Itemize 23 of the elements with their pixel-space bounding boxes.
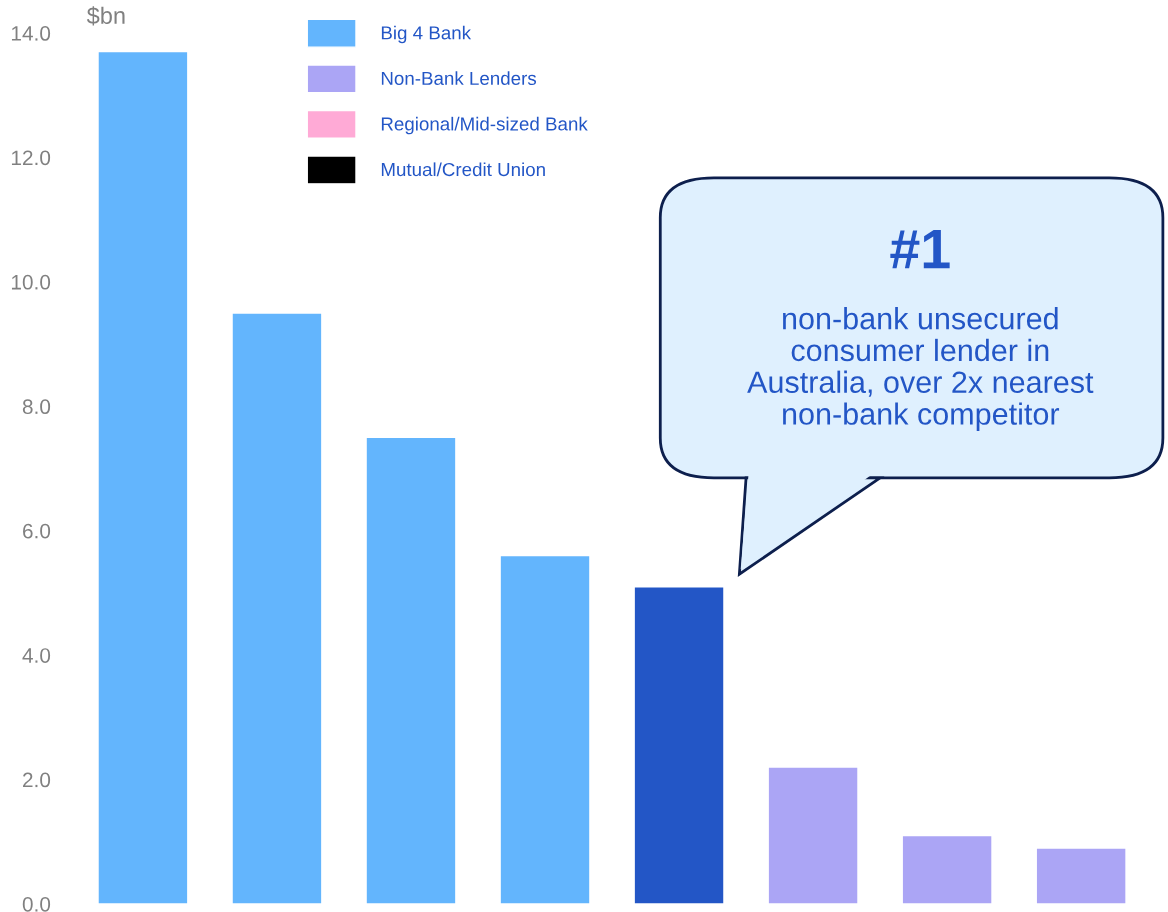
bar [767, 766, 859, 904]
y-tick-label: 10.0 [11, 274, 51, 290]
annotation: non-bank unsecured consumer lender in Australia, over 2x nearest non-bank competitor [747, 307, 1094, 431]
y-axis-title: $bn [86, 6, 125, 26]
bar [499, 554, 591, 904]
y-tick-label: 6.0 [23, 523, 51, 539]
y-tick-label: 14.0 [11, 26, 51, 41]
y-tick-label: 2.0 [23, 772, 51, 788]
bar [365, 436, 457, 904]
y-tick-label: 4.0 [22, 648, 51, 663]
bar [231, 312, 323, 904]
legend-label: Non-Bank Lenders [381, 71, 537, 86]
annotation: #1 [890, 230, 950, 269]
legend-label: Regional/Mid-sized Bank [381, 116, 588, 135]
y-tick-label: 12.0 [11, 150, 51, 166]
bar [1035, 847, 1127, 904]
bar [97, 50, 189, 904]
bar [901, 834, 993, 904]
bar [633, 586, 725, 904]
legend-label: Big 4 Bank [381, 25, 472, 44]
y-tick-label: 0.0 [22, 896, 51, 912]
y-tick-label: 8.0 [22, 399, 51, 415]
legend-label: Mutual/Credit Union [381, 162, 545, 177]
